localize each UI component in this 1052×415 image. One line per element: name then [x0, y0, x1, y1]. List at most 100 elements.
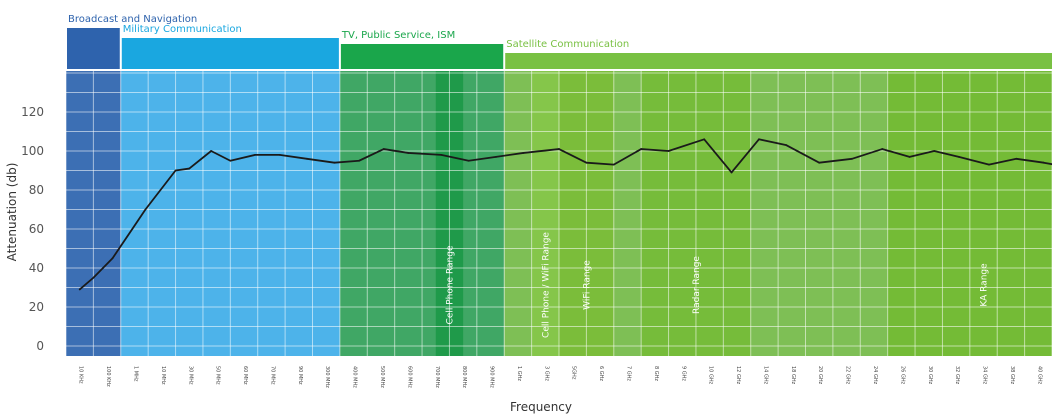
- x-tick-label: 12 GHz: [735, 366, 741, 385]
- x-tick-label: 32 GHz: [954, 366, 960, 385]
- y-tick-label: 120: [21, 105, 44, 119]
- x-axis-label: Frequency: [510, 400, 572, 414]
- band-title: Broadcast and Navigation: [68, 14, 197, 25]
- x-tick-label: 1 MHz: [132, 366, 138, 382]
- x-axis-ticks: 10 KHz 100 KHz 1 MHz 10 MHz 30 MHz 50 MHz 60 M…: [78, 366, 1043, 388]
- x-tick-label: 7 GHz: [625, 366, 631, 381]
- data-point: [933, 150, 936, 152]
- data-point: [640, 148, 643, 150]
- x-tick-label: 10 MHz: [160, 366, 166, 385]
- x-tick-label: 800 MHz: [461, 366, 467, 388]
- y-axis-ticks: 0 20 40 60 80 100 120: [21, 105, 44, 353]
- x-tick-label: 24 GHz: [872, 366, 878, 385]
- x-tick-label: 50 MHz: [215, 366, 221, 385]
- series-lines: [78, 138, 1052, 291]
- x-tick-label: 300 MHz: [324, 366, 330, 388]
- band-header: [121, 38, 339, 69]
- data-point: [758, 138, 760, 141]
- x-tick-label: 14 GHz: [762, 366, 768, 385]
- y-tick-label: 60: [29, 222, 44, 236]
- data-point: [1015, 157, 1018, 160]
- x-tick-label: 900 MHz: [489, 366, 495, 388]
- range-label: WiFi Range: [582, 260, 592, 310]
- band-title: Military Communication: [123, 24, 242, 35]
- band-title: TV, Public Service, ISM: [341, 30, 455, 41]
- y-tick-label: 20: [29, 300, 44, 314]
- x-tick-label: 70 MHz: [269, 366, 275, 385]
- x-tick-label: 34 GHz: [982, 366, 988, 385]
- data-point: [278, 154, 281, 156]
- band-header: [67, 28, 120, 69]
- x-tick-label: 9 GHz: [680, 366, 686, 381]
- x-tick-label: 26 GHz: [899, 366, 905, 385]
- range-label: KA Range: [980, 263, 990, 307]
- data-point: [229, 159, 232, 162]
- x-tick-label: 400 MHz: [352, 366, 358, 388]
- x-tick-label: 40 GHz: [1036, 366, 1042, 385]
- x-tick-label: 90 MHz: [297, 366, 303, 385]
- x-tick-label: 10 KHz: [78, 366, 84, 384]
- y-tick-label: 80: [29, 183, 44, 197]
- data-point: [111, 257, 114, 260]
- data-point: [612, 163, 615, 166]
- data-point: [988, 163, 990, 166]
- range-label: Cell Phone / WiFi Range: [541, 232, 551, 338]
- band-title: Satellite Communication: [506, 39, 629, 50]
- grid: [65, 69, 1052, 356]
- x-tick-label: 5GHz: [571, 366, 577, 380]
- data-point: [78, 288, 81, 291]
- band-header: [340, 44, 504, 69]
- data-point: [407, 152, 410, 154]
- range-band: [531, 70, 559, 356]
- x-tick-label: 18 GHz: [790, 366, 796, 385]
- data-point: [851, 157, 853, 160]
- data-point: [908, 155, 911, 158]
- data-point: [92, 276, 95, 279]
- data-point: [703, 138, 706, 141]
- data-point: [144, 208, 147, 211]
- range-label: Radar Range: [692, 256, 702, 314]
- y-tick-label: 40: [29, 261, 44, 275]
- data-point: [522, 152, 525, 154]
- y-tick-label: 100: [21, 144, 44, 158]
- series-line: [79, 138, 1052, 291]
- data-point: [174, 169, 177, 172]
- x-tick-label: 500 MHz: [379, 366, 385, 388]
- data-point: [818, 161, 821, 164]
- data-point: [1042, 161, 1045, 164]
- data-point: [306, 157, 308, 160]
- x-tick-label: 600 MHz: [406, 366, 412, 388]
- x-tick-label: 3 GHz: [543, 366, 549, 381]
- range-label: Cell Phone Range: [445, 245, 455, 324]
- data-point: [957, 155, 960, 158]
- data-point: [333, 161, 336, 164]
- x-tick-label: 100 KHz: [105, 366, 111, 387]
- x-tick-label: 30 GHz: [927, 366, 933, 385]
- data-point: [585, 161, 588, 164]
- data-point: [730, 171, 733, 174]
- data-point: [382, 148, 385, 150]
- x-tick-label: 1 GHz: [516, 366, 522, 381]
- data-point: [558, 148, 560, 150]
- x-tick-label: 20 GHz: [817, 366, 823, 385]
- y-axis-label: Attenuation (db): [5, 163, 19, 262]
- data-point: [785, 144, 788, 147]
- band-header: [505, 53, 1052, 69]
- x-tick-label: 8 GHz: [653, 366, 659, 381]
- data-point: [881, 148, 884, 150]
- data-point: [495, 155, 497, 158]
- x-tick-label: 10 GHz: [708, 366, 714, 385]
- data-point: [667, 150, 670, 152]
- data-point: [358, 159, 360, 162]
- data-point: [254, 154, 256, 156]
- x-tick-label: 700 MHz: [434, 366, 440, 388]
- x-tick-label: 30 MHz: [187, 366, 193, 385]
- data-point: [210, 150, 213, 152]
- y-tick-label: 0: [36, 339, 44, 353]
- data-point: [467, 159, 470, 162]
- data-point: [188, 167, 191, 170]
- x-tick-label: 6 GHz: [598, 366, 604, 381]
- x-tick-label: 38 GHz: [1009, 366, 1015, 385]
